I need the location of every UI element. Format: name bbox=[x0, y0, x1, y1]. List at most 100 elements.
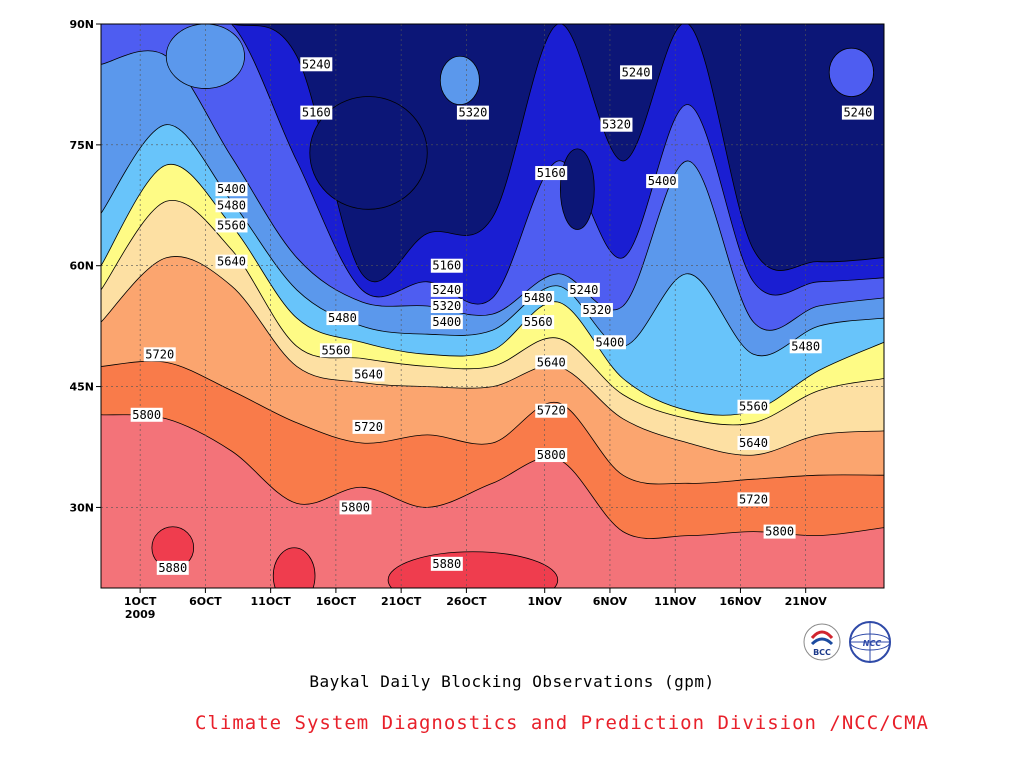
blob-5160-1 bbox=[309, 96, 428, 210]
svg-text:5720: 5720 bbox=[739, 492, 768, 506]
contour-label: 5400 bbox=[593, 335, 626, 350]
y-tick-label: 30N bbox=[69, 501, 94, 514]
x-tick-label: 1OCT bbox=[124, 595, 157, 608]
x-tick-label: 11OCT bbox=[251, 595, 292, 608]
x-tick-label: 6OCT bbox=[189, 595, 222, 608]
contour-label: 5160 bbox=[300, 105, 333, 120]
contour-line-5160 bbox=[101, 24, 884, 283]
blob-5880-2 bbox=[272, 547, 316, 588]
svg-text:5800: 5800 bbox=[341, 500, 370, 514]
svg-text:5720: 5720 bbox=[145, 347, 174, 361]
contour-label: 5320 bbox=[456, 105, 489, 120]
svg-text:5560: 5560 bbox=[524, 315, 553, 329]
contour-label: 5480 bbox=[789, 339, 822, 354]
blob-5160-2 bbox=[559, 148, 595, 230]
blob-5320-1 bbox=[439, 55, 480, 105]
ncc-logo-text: NCC bbox=[863, 639, 882, 648]
contour-line-5320 bbox=[101, 50, 884, 331]
contour-label: 5320 bbox=[600, 118, 633, 132]
ncc-logo: NCC bbox=[849, 621, 891, 663]
contour-label: 5240 bbox=[430, 282, 463, 297]
contour-label: 5480 bbox=[522, 290, 555, 305]
x-tick-label: 2009 bbox=[125, 608, 156, 621]
svg-text:5400: 5400 bbox=[217, 182, 246, 196]
plot-frame bbox=[100, 23, 885, 589]
x-tick-label: 16OCT bbox=[316, 595, 357, 608]
contour-line-5720 bbox=[101, 360, 884, 485]
svg-text:5800: 5800 bbox=[132, 408, 161, 422]
contour-label: 5560 bbox=[215, 218, 248, 233]
contour-label: 5320 bbox=[430, 299, 463, 313]
contour-label: 5480 bbox=[326, 311, 359, 326]
x-tick-label: 1NOV bbox=[527, 595, 562, 608]
svg-text:5320: 5320 bbox=[458, 106, 487, 120]
svg-text:5400: 5400 bbox=[432, 315, 461, 329]
bcc-logo: BCC bbox=[803, 623, 841, 661]
y-tick-label: 75N bbox=[69, 139, 94, 152]
svg-text:5240: 5240 bbox=[432, 283, 461, 297]
svg-text:5240: 5240 bbox=[622, 65, 651, 79]
svg-text:5560: 5560 bbox=[739, 400, 768, 414]
contour-label: 5240 bbox=[567, 282, 600, 297]
svg-text:5560: 5560 bbox=[217, 218, 246, 232]
svg-text:5320: 5320 bbox=[582, 303, 611, 317]
svg-text:5720: 5720 bbox=[537, 404, 566, 418]
x-tick-label: 6NOV bbox=[593, 595, 628, 608]
x-tick-label: 26OCT bbox=[446, 595, 487, 608]
contour-label: 5800 bbox=[763, 524, 796, 539]
contour-label: 5640 bbox=[215, 255, 248, 269]
contour-label: 5880 bbox=[156, 560, 189, 575]
contour-label: 5320 bbox=[580, 303, 613, 318]
svg-text:5240: 5240 bbox=[302, 57, 331, 71]
contour-label: 5800 bbox=[339, 500, 372, 515]
contour-label: 5400 bbox=[430, 315, 463, 330]
svg-text:5720: 5720 bbox=[354, 420, 383, 434]
contour-band-5160 bbox=[101, 24, 884, 282]
svg-text:5480: 5480 bbox=[791, 339, 820, 353]
contour-label: 5640 bbox=[737, 435, 770, 450]
y-tick-label: 60N bbox=[69, 260, 94, 273]
contour-label: 5800 bbox=[535, 448, 568, 463]
svg-text:5320: 5320 bbox=[602, 118, 631, 132]
svg-text:5160: 5160 bbox=[302, 106, 331, 120]
svg-text:5400: 5400 bbox=[595, 335, 624, 349]
contour-label: 5880 bbox=[430, 556, 463, 571]
svg-text:5160: 5160 bbox=[432, 259, 461, 273]
contour-label: 5400 bbox=[215, 182, 248, 197]
svg-text:5800: 5800 bbox=[765, 525, 794, 539]
svg-text:5320: 5320 bbox=[432, 299, 461, 313]
x-tick-label: 11NOV bbox=[654, 595, 697, 608]
svg-text:5400: 5400 bbox=[648, 174, 677, 188]
x-tick-label: 16NOV bbox=[719, 595, 762, 608]
y-tick-label: 45N bbox=[69, 381, 94, 394]
y-tick-label: 90N bbox=[69, 18, 94, 31]
svg-text:5640: 5640 bbox=[217, 255, 246, 269]
svg-text:5240: 5240 bbox=[843, 106, 872, 120]
x-tick-label: 21OCT bbox=[381, 595, 422, 608]
svg-text:5480: 5480 bbox=[328, 311, 357, 325]
svg-text:5240: 5240 bbox=[569, 283, 598, 297]
contour-label: 5720 bbox=[535, 403, 568, 418]
contour-label: 5720 bbox=[352, 419, 385, 434]
blob-5880-3 bbox=[387, 551, 559, 588]
svg-text:5480: 5480 bbox=[524, 291, 553, 305]
svg-text:5640: 5640 bbox=[537, 355, 566, 369]
contour-label: 5160 bbox=[535, 166, 568, 181]
contour-label: 5720 bbox=[737, 492, 770, 507]
svg-text:5800: 5800 bbox=[537, 448, 566, 462]
contour-label: 5480 bbox=[215, 198, 248, 213]
contour-label: 5640 bbox=[535, 355, 568, 370]
svg-text:5880: 5880 bbox=[158, 561, 187, 575]
bcc-logo-text: BCC bbox=[813, 648, 831, 657]
contour-line-5560 bbox=[101, 199, 884, 426]
contour-label: 5720 bbox=[143, 347, 176, 362]
contour-label: 5240 bbox=[841, 105, 874, 120]
blob-5320-2 bbox=[165, 24, 245, 89]
chart-subtitle: Baykal Daily Blocking Observations (gpm) bbox=[309, 672, 715, 691]
svg-text:5480: 5480 bbox=[217, 198, 246, 212]
contour-label: 5560 bbox=[522, 315, 555, 330]
contour-label: 5640 bbox=[352, 367, 385, 382]
contour-label: 5560 bbox=[737, 399, 770, 414]
